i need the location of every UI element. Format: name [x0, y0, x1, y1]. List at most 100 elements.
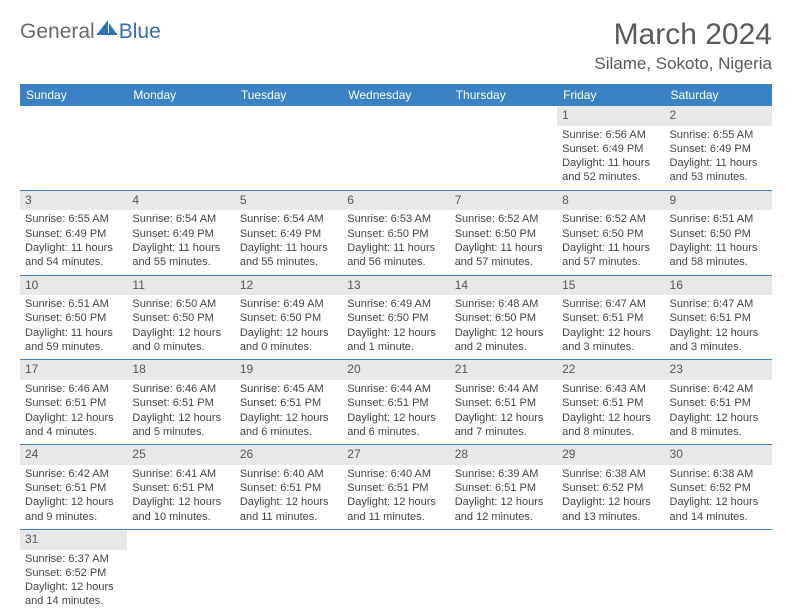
sunset-text: Sunset: 6:51 PM: [240, 481, 337, 495]
sunrise-text: Sunrise: 6:54 AM: [240, 212, 337, 226]
sunrise-text: Sunrise: 6:47 AM: [562, 297, 659, 311]
day-number: 7: [450, 191, 557, 211]
calendar-cell: 5Sunrise: 6:54 AMSunset: 6:49 PMDaylight…: [235, 190, 342, 275]
calendar-row: 17Sunrise: 6:46 AMSunset: 6:51 PMDayligh…: [20, 360, 772, 445]
daylight-text: and 57 minutes.: [562, 255, 659, 269]
sunset-text: Sunset: 6:51 PM: [670, 396, 767, 410]
sunrise-text: Sunrise: 6:51 AM: [25, 297, 122, 311]
sunset-text: Sunset: 6:51 PM: [132, 481, 229, 495]
sunset-text: Sunset: 6:51 PM: [562, 311, 659, 325]
sunrise-text: Sunrise: 6:38 AM: [562, 467, 659, 481]
sunset-text: Sunset: 6:50 PM: [240, 311, 337, 325]
calendar-cell: 29 Sunrise: 6:38 AMSunset: 6:52 PMDayligh…: [557, 445, 664, 530]
calendar-cell: 21Sunrise: 6:44 AMSunset: 6:51 PMDayligh…: [450, 360, 557, 445]
day-number: 12: [235, 276, 342, 296]
daylight-text: and 12 minutes.: [455, 510, 552, 524]
sunrise-text: Sunrise: 6:44 AM: [347, 382, 444, 396]
day-number: 21: [450, 360, 557, 380]
daylight-text: Daylight: 12 hours: [455, 495, 552, 509]
daylight-text: and 54 minutes.: [25, 255, 122, 269]
daylight-text: and 57 minutes.: [455, 255, 552, 269]
daylight-text: Daylight: 11 hours: [240, 241, 337, 255]
calendar-row: 3Sunrise: 6:55 AMSunset: 6:49 PMDaylight…: [20, 190, 772, 275]
daylight-text: and 1 minute.: [347, 340, 444, 354]
sunset-text: Sunset: 6:51 PM: [455, 481, 552, 495]
calendar-cell: [127, 529, 234, 613]
sunrise-text: Sunrise: 6:55 AM: [670, 128, 767, 142]
sunset-text: Sunset: 6:49 PM: [240, 227, 337, 241]
title-block: March 2024 Silame, Sokoto, Nigeria: [594, 18, 772, 74]
daylight-text: Daylight: 12 hours: [25, 580, 122, 594]
daylight-text: and 8 minutes.: [562, 425, 659, 439]
sunrise-text: Sunrise: 6:38 AM: [670, 467, 767, 481]
sunset-text: Sunset: 6:50 PM: [347, 311, 444, 325]
day-number: 8: [557, 191, 664, 211]
location-label: Silame, Sokoto, Nigeria: [594, 54, 772, 74]
daylight-text: Daylight: 11 hours: [455, 241, 552, 255]
daylight-text: Daylight: 12 hours: [240, 495, 337, 509]
calendar-cell: 7Sunrise: 6:52 AMSunset: 6:50 PMDaylight…: [450, 190, 557, 275]
sunset-text: Sunset: 6:51 PM: [25, 396, 122, 410]
calendar-cell: [20, 106, 127, 190]
sunrise-text: Sunrise: 6:54 AM: [132, 212, 229, 226]
calendar-cell: [127, 106, 234, 190]
calendar-cell: 16Sunrise: 6:47 AMSunset: 6:51 PMDayligh…: [665, 275, 772, 360]
daylight-text: Daylight: 12 hours: [562, 326, 659, 340]
sunrise-text: Sunrise: 6:55 AM: [25, 212, 122, 226]
daylight-text: Daylight: 11 hours: [25, 326, 122, 340]
daylight-text: and 6 minutes.: [240, 425, 337, 439]
daylight-text: Daylight: 12 hours: [347, 495, 444, 509]
day-number: 26: [235, 445, 342, 465]
day-number: 31: [20, 530, 127, 550]
day-number: 23: [665, 360, 772, 380]
sunrise-text: Sunrise: 6:51 AM: [670, 212, 767, 226]
daylight-text: Daylight: 11 hours: [25, 241, 122, 255]
daylight-text: and 3 minutes.: [670, 340, 767, 354]
daylight-text: Daylight: 11 hours: [132, 241, 229, 255]
day-number: 14: [450, 276, 557, 296]
daylight-text: and 14 minutes.: [670, 510, 767, 524]
daylight-text: Daylight: 12 hours: [240, 411, 337, 425]
calendar-cell: 11Sunrise: 6:50 AMSunset: 6:50 PMDayligh…: [127, 275, 234, 360]
weekday-header: Friday: [557, 84, 664, 106]
daylight-text: and 55 minutes.: [240, 255, 337, 269]
sunrise-text: Sunrise: 6:42 AM: [670, 382, 767, 396]
sunrise-text: Sunrise: 6:42 AM: [25, 467, 122, 481]
day-number: 24: [20, 445, 127, 465]
sunset-text: Sunset: 6:50 PM: [455, 311, 552, 325]
sunset-text: Sunset: 6:52 PM: [25, 566, 122, 580]
day-number: 29: [557, 445, 664, 465]
calendar-cell: 8Sunrise: 6:52 AMSunset: 6:50 PMDaylight…: [557, 190, 664, 275]
calendar-cell: 4Sunrise: 6:54 AMSunset: 6:49 PMDaylight…: [127, 190, 234, 275]
logo: General Blue: [20, 18, 161, 42]
sunset-text: Sunset: 6:49 PM: [132, 227, 229, 241]
sunset-text: Sunset: 6:51 PM: [132, 396, 229, 410]
day-number: 5: [235, 191, 342, 211]
sunset-text: Sunset: 6:50 PM: [132, 311, 229, 325]
sunrise-text: Sunrise: 6:49 AM: [240, 297, 337, 311]
daylight-text: Daylight: 11 hours: [670, 156, 767, 170]
sunset-text: Sunset: 6:52 PM: [670, 481, 767, 495]
weekday-header: Thursday: [450, 84, 557, 106]
sunset-text: Sunset: 6:52 PM: [562, 481, 659, 495]
daylight-text: and 3 minutes.: [562, 340, 659, 354]
daylight-text: and 10 minutes.: [132, 510, 229, 524]
sunset-text: Sunset: 6:50 PM: [562, 227, 659, 241]
calendar-cell: 27Sunrise: 6:40 AMSunset: 6:51 PMDayligh…: [342, 445, 449, 530]
sunrise-text: Sunrise: 6:44 AM: [455, 382, 552, 396]
daylight-text: and 2 minutes.: [455, 340, 552, 354]
day-number: 22: [557, 360, 664, 380]
calendar-cell: 17Sunrise: 6:46 AMSunset: 6:51 PMDayligh…: [20, 360, 127, 445]
day-number: 27: [342, 445, 449, 465]
daylight-text: and 13 minutes.: [562, 510, 659, 524]
daylight-text: Daylight: 12 hours: [25, 495, 122, 509]
daylight-text: Daylight: 12 hours: [670, 495, 767, 509]
daylight-text: Daylight: 12 hours: [562, 495, 659, 509]
calendar-cell: 6Sunrise: 6:53 AMSunset: 6:50 PMDaylight…: [342, 190, 449, 275]
calendar-table: Sunday Monday Tuesday Wednesday Thursday…: [20, 84, 772, 614]
daylight-text: Daylight: 12 hours: [25, 411, 122, 425]
calendar-cell: 15Sunrise: 6:47 AMSunset: 6:51 PMDayligh…: [557, 275, 664, 360]
calendar-cell: 18Sunrise: 6:46 AMSunset: 6:51 PMDayligh…: [127, 360, 234, 445]
calendar-cell: 3Sunrise: 6:55 AMSunset: 6:49 PMDaylight…: [20, 190, 127, 275]
day-number: 19: [235, 360, 342, 380]
